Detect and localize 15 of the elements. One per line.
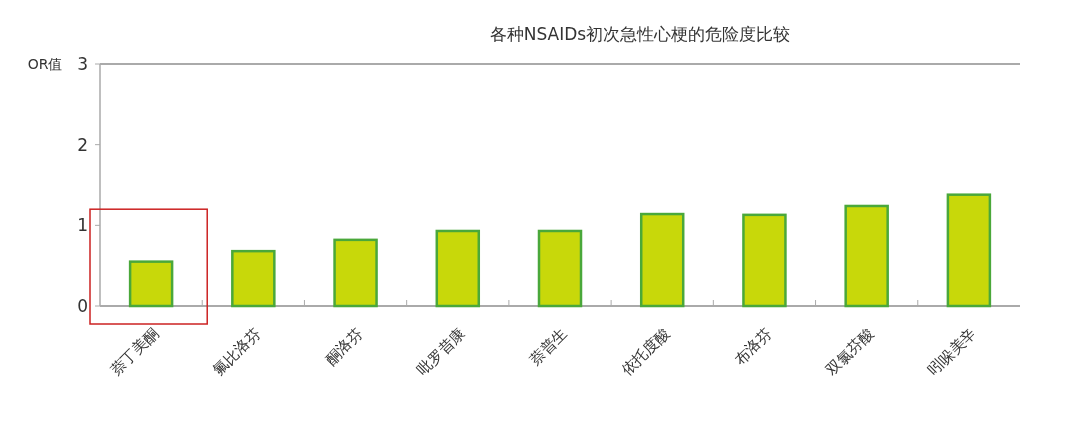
x-tick-label: 吲哚美辛 (924, 324, 980, 380)
x-tick-label: 吡罗昔康 (413, 324, 469, 380)
x-tick-label: 依托度酸 (617, 324, 674, 380)
y-tick-label: 2 (77, 134, 88, 155)
x-tick-label: 酮洛芬 (321, 324, 367, 369)
y-tick-label: 1 (77, 215, 88, 236)
chart-title: 各种NSAIDs初次急性心梗的危险度比较 (489, 24, 791, 44)
x-tick-label: 萘普生 (526, 324, 571, 369)
y-tick-label: 0 (77, 296, 88, 316)
y-axis-title: OR值 (27, 56, 63, 72)
y-tick-label: 3 (77, 54, 88, 74)
x-tick-label: 萘丁美酮 (106, 324, 162, 380)
x-tick-label: 布洛芬 (730, 324, 776, 369)
x-tick-label: 氟比洛芬 (209, 324, 265, 380)
x-tick-label: 双氯芬酸 (822, 324, 878, 380)
